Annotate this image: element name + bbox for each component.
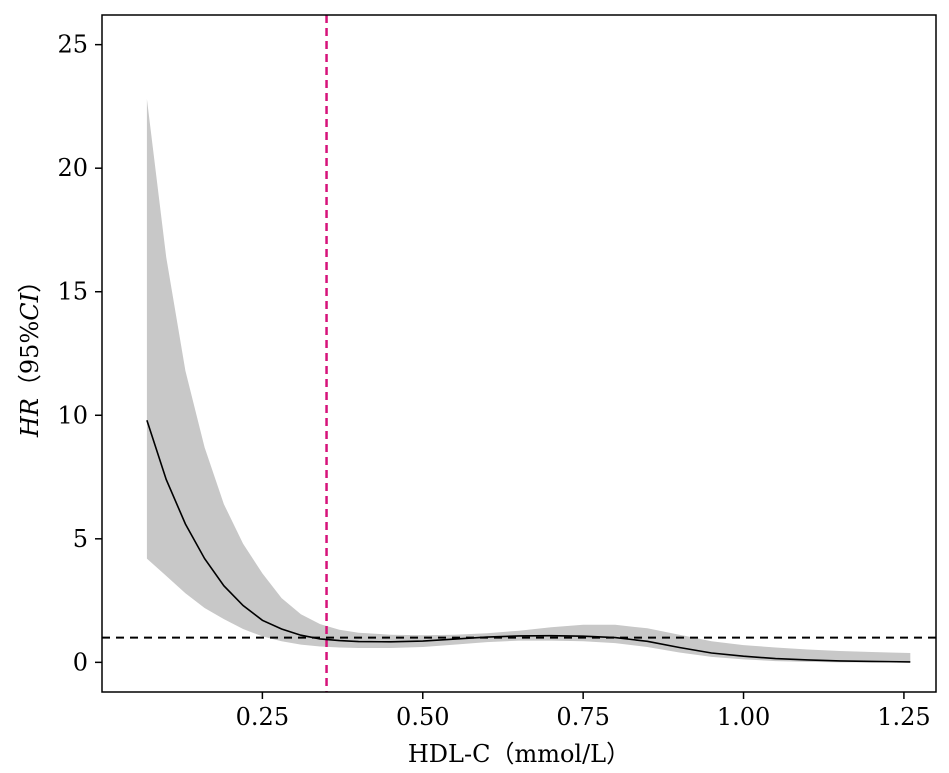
y-axis-title-hr: HR [16,398,44,438]
y-axis-title-close: ） [16,269,44,293]
ci-band [146,99,911,663]
y-tick-label: 15 [57,278,88,306]
plot-frame [101,14,937,693]
x-tick-label: 0.25 [236,703,289,731]
x-tick-label: 0.50 [396,703,449,731]
y-axis: 0 5 10 15 20 25 [57,31,102,676]
x-tick-label: 1.25 [877,703,930,731]
x-axis-title: HDL-C（mmol/L） [408,740,630,768]
plot-area [102,15,936,692]
y-tick-label: 0 [73,648,88,676]
hr-curve [146,419,911,663]
y-tick-label: 5 [73,525,88,553]
x-tick-label: 1.00 [717,703,770,731]
y-axis-title-ci: CI [16,292,44,320]
y-tick-label: 20 [57,154,88,182]
y-axis-title: HR（95%CI） [16,269,44,438]
y-tick-label: 25 [57,31,88,59]
x-axis: 0.25 0.50 0.75 1.00 1.25 [236,692,931,731]
x-tick-label: 0.75 [556,703,609,731]
y-axis-title-open: （95% [16,321,44,398]
y-tick-label: 10 [57,401,88,429]
